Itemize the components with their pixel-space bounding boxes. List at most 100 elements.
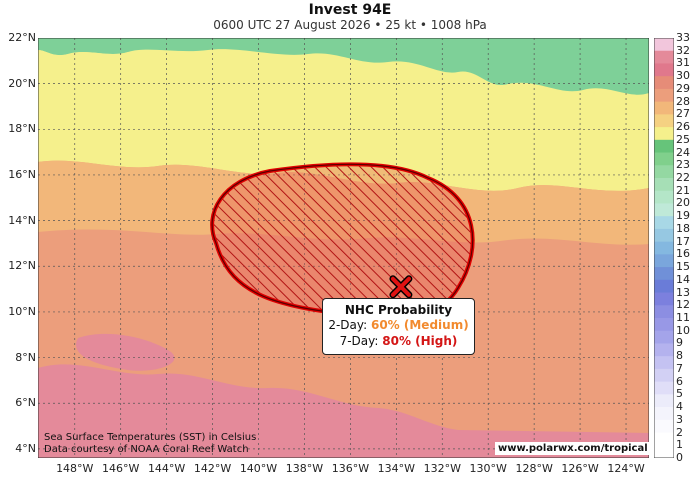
colorbar-label: 9 xyxy=(676,336,683,350)
colorbar-cell xyxy=(654,292,674,306)
lon-label: 130°W xyxy=(469,462,507,475)
colorbar-cell xyxy=(654,381,674,395)
lon-label: 132°W xyxy=(423,462,461,475)
colorbar-label: 11 xyxy=(676,311,690,324)
colorbar-cell xyxy=(654,318,674,332)
colorbar-cell xyxy=(654,356,674,370)
lon-label: 124°W xyxy=(607,462,645,475)
seven-day-row: 7-Day: 80% (High) xyxy=(323,334,474,349)
credit-link[interactable]: www.polarwx.com/tropical xyxy=(495,442,651,455)
colorbar-label: 13 xyxy=(676,285,690,299)
colorbar-cell xyxy=(654,432,674,446)
colorbar-label: 30 xyxy=(676,69,690,83)
colorbar-cell xyxy=(654,178,674,192)
colorbar-label: 21 xyxy=(676,183,690,197)
lon-label: 140°W xyxy=(239,462,278,475)
lon-label: 126°W xyxy=(561,462,599,475)
sst-band-warm-hi xyxy=(38,364,649,458)
colorbar-label: 29 xyxy=(676,81,690,95)
colorbar-label: 23 xyxy=(676,158,690,172)
lat-label: 4°N xyxy=(15,441,36,455)
colorbar-cell xyxy=(654,127,674,141)
source-note: Data courtesy of NOAA Coral Reef Watch xyxy=(44,444,249,455)
lat-label: 10°N xyxy=(8,304,36,318)
colorbar-cell xyxy=(654,50,674,64)
lat-label: 6°N xyxy=(15,396,36,410)
colorbar-label: 1 xyxy=(676,438,683,452)
sst-band-green xyxy=(38,38,649,95)
colorbar-label: 24 xyxy=(676,145,690,159)
lon-label: 148°W xyxy=(56,462,94,475)
lat-label: 20°N xyxy=(8,76,36,90)
colorbar-label: 20 xyxy=(676,196,690,210)
colorbar-cell xyxy=(654,419,674,434)
colorbar-label: 27 xyxy=(676,107,690,121)
colorbar-label: 17 xyxy=(676,234,690,248)
colorbar-label: 18 xyxy=(676,221,690,235)
lon-label: 144°W xyxy=(147,462,186,475)
colorbar-label: 32 xyxy=(676,43,690,57)
map-subtitle: 0600 UTC 27 August 2026 • 25 kt • 1008 h… xyxy=(213,18,487,32)
colorbar-cell xyxy=(654,279,674,294)
colorbar-cell xyxy=(654,407,674,421)
lat-label: 18°N xyxy=(8,122,36,136)
data-note: Sea Surface Temperatures (SST) in Celsiu… xyxy=(44,432,256,456)
colorbar-label: 3 xyxy=(676,412,683,426)
sst-patch-warm-hi xyxy=(76,333,175,371)
colorbar-cell xyxy=(654,241,674,255)
colorbar-cell xyxy=(654,254,674,268)
colorbar-label: 14 xyxy=(676,272,690,286)
seven-day-value: 80% (High) xyxy=(382,334,458,348)
lon-label: 128°W xyxy=(515,462,553,475)
colorbar-cell xyxy=(654,63,674,77)
colorbar-label: 10 xyxy=(676,323,690,337)
colorbar-label: 8 xyxy=(676,349,683,363)
colorbar-cell xyxy=(654,445,674,458)
lat-label: 14°N xyxy=(8,213,36,227)
lon-label: 136°W xyxy=(331,462,370,475)
colorbar-cell xyxy=(654,228,674,243)
colorbar-label: 12 xyxy=(676,298,690,312)
lon-label: 134°W xyxy=(377,462,416,475)
lat-label: 22°N xyxy=(8,31,36,44)
colorbar-label: 16 xyxy=(676,247,690,261)
formation-area-outline-dark xyxy=(211,163,474,318)
sst-note: Sea Surface Temperatures (SST) in Celsiu… xyxy=(44,432,257,443)
colorbar-cell xyxy=(654,114,674,128)
colorbar xyxy=(654,38,674,458)
colorbar-label: 0 xyxy=(676,451,683,464)
lon-label: 142°W xyxy=(193,462,232,475)
colorbar-label: 31 xyxy=(676,56,690,70)
colorbar-label: 7 xyxy=(676,361,683,375)
colorbar-label: 15 xyxy=(676,260,690,274)
colorbar-label: 22 xyxy=(676,171,690,184)
colorbar-label: 33 xyxy=(676,31,690,44)
colorbar-label: 28 xyxy=(676,94,690,108)
colorbar-label: 2 xyxy=(676,425,683,439)
lon-label: 146°W xyxy=(102,462,140,475)
colorbar-label: 5 xyxy=(676,387,683,401)
two-day-value: 60% (Medium) xyxy=(370,318,469,332)
nhc-probability-box: NHC Probability 2-Day: 60% (Medium) 7-Da… xyxy=(322,298,475,355)
colorbar-cell xyxy=(654,267,674,281)
colorbar-cell xyxy=(654,76,674,90)
colorbar-cell xyxy=(654,152,674,166)
colorbar-label: 6 xyxy=(676,374,683,388)
map-title: Invest 94E xyxy=(308,2,392,18)
colorbar-label: 26 xyxy=(676,120,690,134)
colorbar-cell xyxy=(654,38,674,52)
colorbar-cell xyxy=(654,368,674,383)
colorbar-cell xyxy=(654,305,674,319)
seven-day-label: 7-Day: xyxy=(339,334,379,348)
lat-label: 12°N xyxy=(8,259,36,273)
lat-label: 16°N xyxy=(8,167,36,181)
sst-map xyxy=(38,38,649,458)
sst-band-light-green xyxy=(38,50,128,80)
x-mark-icon xyxy=(389,275,413,299)
colorbar-cell xyxy=(654,203,674,217)
sst-field xyxy=(38,38,649,458)
colorbar-cell xyxy=(654,101,674,115)
two-day-row: 2-Day: 60% (Medium) xyxy=(323,318,474,333)
colorbar-label: 4 xyxy=(676,400,683,414)
colorbar-cell xyxy=(654,216,674,230)
